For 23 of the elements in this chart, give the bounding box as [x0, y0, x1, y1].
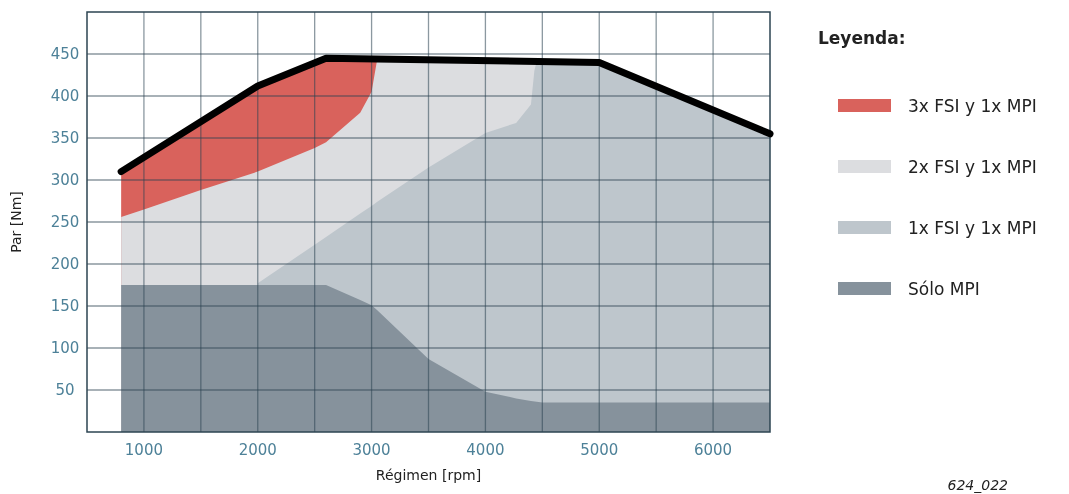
- legend-label: 1x FSI y 1x MPI: [908, 218, 1037, 238]
- legend-label: 3x FSI y 1x MPI: [908, 96, 1037, 116]
- x-axis-title: Régimen [rpm]: [375, 467, 482, 483]
- y-tick-label: 50: [55, 381, 75, 399]
- y-tick-label: 150: [50, 297, 80, 315]
- y-tick-label: 300: [50, 171, 80, 189]
- legend-label: Sólo MPI: [908, 279, 980, 299]
- y-tick-label: 200: [50, 255, 80, 273]
- x-tick-label: 5000: [580, 441, 619, 459]
- legend-title: Leyenda:: [818, 28, 906, 48]
- x-tick-label: 2000: [238, 441, 277, 459]
- y-tick-label: 450: [50, 45, 80, 63]
- y-tick-label: 250: [50, 213, 80, 231]
- y-tick-label: 100: [50, 339, 80, 357]
- x-tick-label: 4000: [466, 441, 505, 459]
- legend-label: 2x FSI y 1x MPI: [908, 157, 1037, 177]
- x-tick-label: 6000: [693, 441, 733, 459]
- y-axis-title: Par [Nm]: [8, 191, 24, 253]
- y-tick-label: 350: [50, 129, 80, 147]
- x-tick-label: 1000: [124, 441, 164, 459]
- text: 624_022: [947, 477, 1009, 493]
- x-tick-label: 3000: [352, 441, 391, 459]
- y-tick-label: 400: [50, 87, 80, 105]
